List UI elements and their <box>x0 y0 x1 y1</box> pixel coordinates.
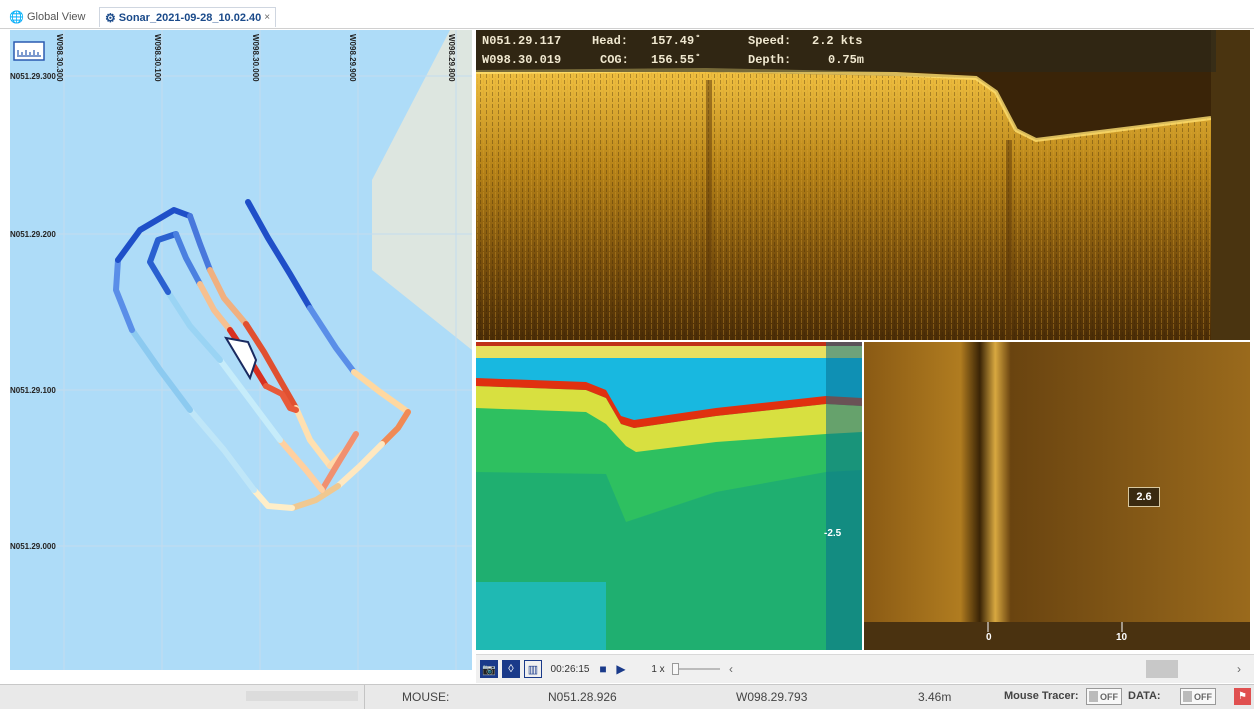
tab-close-button[interactable]: × <box>264 12 271 23</box>
lat-label: N051.29.300 <box>10 72 56 81</box>
speed-label: Speed: <box>748 34 792 48</box>
status-bar: MOUSE: N051.28.926 W098.29.793 3.46m Mou… <box>0 684 1254 709</box>
boat-track <box>113 199 411 511</box>
toggle-state: OFF <box>1100 691 1118 702</box>
position-lat: N051.29.117 <box>482 34 562 48</box>
side-scan-range-label: 0 <box>986 632 992 643</box>
play-icon[interactable]: ▶ <box>616 662 626 676</box>
tab-label: Sonar_2021-09-28_10.02.40 <box>118 11 262 24</box>
cog-label: COG: <box>600 53 629 67</box>
mouse-lat: N051.28.926 <box>548 690 617 704</box>
playback-speed-slider[interactable] <box>672 660 720 678</box>
playback-speed: 1 x <box>651 663 665 675</box>
tab-sonar-recording[interactable]: ⚙ Sonar_2021-09-28_10.02.40 × <box>99 7 277 27</box>
cog-value: 156.55˚ <box>651 53 702 67</box>
progress-bar <box>246 691 358 701</box>
speed-value: 2.2 kts <box>812 34 863 48</box>
timeline-scrollbar-thumb[interactable] <box>1146 660 1178 678</box>
stop-icon[interactable]: ■ <box>599 662 607 676</box>
side-scan-range-label: 10 <box>1116 632 1128 643</box>
down-scan-depth-marker: -2.5 <box>824 528 842 539</box>
side-scan-cursor-value: 2.6 <box>1128 487 1160 507</box>
mouse-label: MOUSE: <box>402 690 450 704</box>
depth-value: 0.75m <box>828 53 865 67</box>
ruler-icon[interactable] <box>13 41 45 61</box>
camera-icon[interactable]: 📷 <box>480 660 498 678</box>
side-scan-view[interactable]: 0 10 <box>864 342 1250 650</box>
lat-label: N051.29.200 <box>10 230 56 239</box>
data-label: DATA: <box>1128 690 1161 702</box>
lat-label: N051.29.000 <box>10 542 56 551</box>
data-toggle[interactable]: OFF <box>1180 688 1216 705</box>
playback-bar: 📷 ◊ ▥ 00:26:15 ■ ▶ 1 x ‹ › <box>476 654 1254 683</box>
down-scan-view[interactable]: -2.5 <box>476 342 862 650</box>
heading-label: Head: <box>592 34 629 48</box>
mouse-tracer-toggle[interactable]: OFF <box>1086 688 1122 705</box>
map-grid <box>10 30 472 670</box>
toggle-knob <box>1089 691 1098 702</box>
mouse-depth: 3.46m <box>918 690 952 704</box>
flag-icon[interactable]: ⚑ <box>1234 688 1251 705</box>
lat-label: N051.29.100 <box>10 386 56 395</box>
map-view[interactable]: W098.30.300 W098.30.100 W098.30.000 W098… <box>10 30 472 670</box>
lon-label: W098.29.800 <box>447 34 456 82</box>
land-area <box>372 30 472 350</box>
boat-icon <box>224 336 258 381</box>
playback-time: 00:26:15 <box>550 663 590 675</box>
lon-label: W098.30.300 <box>55 34 64 82</box>
tab-global-view[interactable]: 🌐 Global View <box>4 7 90 27</box>
depth-label: Depth: <box>748 53 792 67</box>
tab-bar: 🌐 Global View ⚙ Sonar_2021-09-28_10.02.4… <box>0 0 1254 29</box>
chevron-left-icon[interactable]: ‹ <box>729 662 733 676</box>
side-imaging-waterfall[interactable]: N051.29.117 W098.30.019 Head: 157.49˚ CO… <box>476 30 1250 340</box>
ruler-icon[interactable]: ▥ <box>524 660 542 678</box>
chevron-right-icon[interactable]: › <box>1237 662 1241 676</box>
drop-icon[interactable]: ◊ <box>502 660 520 678</box>
toggle-knob <box>1183 691 1192 702</box>
mouse-lon: W098.29.793 <box>736 690 808 704</box>
lon-label: W098.30.100 <box>153 34 162 82</box>
lon-label: W098.30.000 <box>251 34 260 82</box>
lon-label: W098.29.900 <box>348 34 357 82</box>
tab-label: Global View <box>26 11 86 23</box>
globe-icon: 🌐 <box>9 10 24 24</box>
nmea-overlay: N051.29.117 W098.30.019 Head: 157.49˚ CO… <box>476 30 1216 72</box>
toggle-state: OFF <box>1194 691 1212 702</box>
position-lon: W098.30.019 <box>482 53 562 67</box>
gear-icon: ⚙ <box>105 10 116 25</box>
mouse-tracer-label: Mouse Tracer: <box>1004 690 1079 702</box>
heading-value: 157.49˚ <box>651 34 702 48</box>
